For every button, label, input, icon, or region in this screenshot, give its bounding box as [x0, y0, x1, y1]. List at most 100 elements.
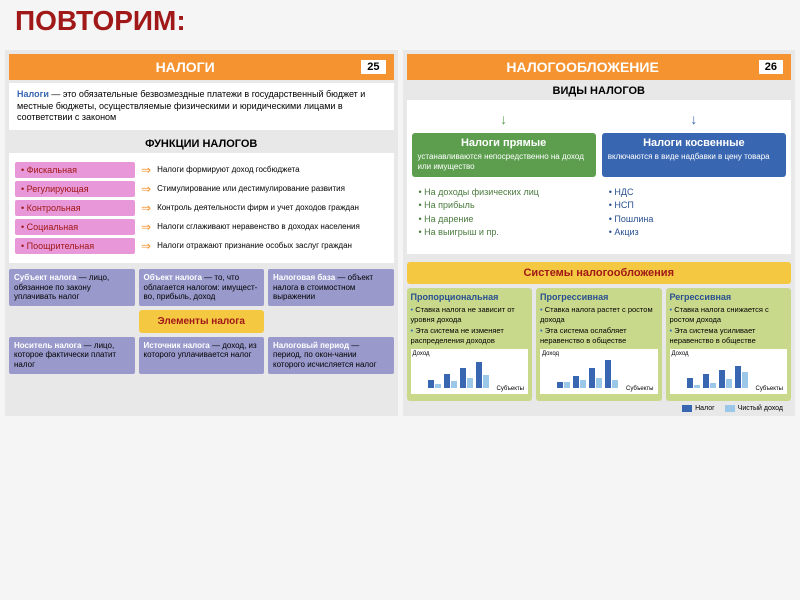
bar-group — [687, 378, 700, 388]
functions-header: ФУНКЦИИ НАЛОГОВ — [9, 133, 394, 153]
function-name: • Поощрительная — [15, 238, 135, 254]
chart-x-label: Субъекты — [756, 386, 783, 392]
bar-tax — [476, 362, 482, 388]
arrows-row: ↓ ↓ — [412, 109, 787, 129]
function-row: • Социальная⇒Налоги сглаживают неравенст… — [15, 219, 388, 235]
system-bullet: Ставка налога не зависит от уровня доход… — [411, 305, 529, 325]
function-row: • Регулирующая⇒Стимулирование или дестим… — [15, 181, 388, 197]
bar-group — [573, 376, 586, 388]
left-header-title: НАЛОГИ — [17, 59, 353, 75]
element-box: Носитель налога — лицо, которое фактичес… — [9, 337, 135, 374]
bar-net — [435, 384, 441, 388]
type-lists-row: • На доходы физических лиц• На прибыль • … — [412, 181, 787, 245]
chart-y-label: Доход — [413, 351, 430, 357]
list-item: • НСП — [609, 199, 779, 213]
system-title: Регрессивная — [670, 292, 788, 302]
bar-group — [444, 374, 457, 388]
chart-y-label: Доход — [542, 351, 559, 357]
chart-bars — [428, 358, 522, 388]
legend-net: Чистый доход — [725, 405, 783, 412]
function-desc: Стимулирование или дестимулирование разв… — [157, 184, 387, 194]
chart-x-label: Субъекты — [626, 386, 653, 392]
bar-group — [589, 368, 602, 388]
system-chart: Доход Субъекты — [540, 349, 658, 394]
arrow-right-icon: ⇒ — [141, 239, 151, 253]
bar-group — [476, 362, 489, 388]
bar-net — [467, 378, 473, 388]
bar-group — [735, 366, 748, 388]
bar-tax — [687, 378, 693, 388]
list-item: • На выигрыш и пр. — [419, 226, 589, 240]
systems-row: Пропорциональная Ставка налога не зависит… — [407, 288, 792, 401]
direct-tax-box: Налоги прямые устанавливаются непосредст… — [412, 133, 596, 177]
bar-net — [726, 379, 732, 388]
arrow-down-icon: ↓ — [602, 109, 786, 129]
bar-net — [596, 378, 602, 388]
bar-tax — [573, 376, 579, 388]
function-desc: Налоги формируют доход госбюджета — [157, 165, 387, 175]
left-panel: НАЛОГИ 25 Налоги — это обязательные безв… — [5, 50, 398, 416]
bar-tax — [589, 368, 595, 388]
indirect-list: • НДС• НСП• Пошлина• Акциз — [602, 181, 786, 245]
function-name: • Контрольная — [15, 200, 135, 216]
right-page-number: 26 — [759, 60, 783, 74]
indirect-title: Налоги косвенные — [608, 137, 780, 149]
bar-net — [694, 385, 700, 388]
system-title: Прогрессивная — [540, 292, 658, 302]
chart-x-label: Субъекты — [497, 386, 524, 392]
legend-swatch-icon — [682, 405, 692, 412]
bar-group — [557, 382, 570, 388]
right-header-title: НАЛОГООБЛОЖЕНИЕ — [415, 59, 751, 75]
types-container: ↓ ↓ Налоги прямые устанавливаются непоср… — [407, 100, 792, 254]
list-item: • Акциз — [609, 226, 779, 240]
function-name: • Фискальная — [15, 162, 135, 178]
page-title: ПОВТОРИМ: — [0, 0, 800, 45]
system-bullet: Ставка налога снижается с ростом дохода — [670, 305, 788, 325]
direct-list: • На доходы физических лиц• На прибыль • … — [412, 181, 596, 245]
main-layout: НАЛОГИ 25 Налоги — это обязательные безв… — [0, 45, 800, 421]
element-box: Налоговая база — объект налога в стоимос… — [268, 269, 394, 306]
system-chart: Доход Субъекты — [670, 349, 788, 394]
system-bullet: Эта система ослабляет неравенство в обще… — [540, 326, 658, 346]
legend-tax: Налог — [682, 405, 715, 412]
bar-tax — [735, 366, 741, 388]
system-title: Пропорциональная — [411, 292, 529, 302]
bar-group — [605, 360, 618, 388]
chart-y-label: Доход — [672, 351, 689, 357]
right-panel: НАЛОГООБЛОЖЕНИЕ 26 ВИДЫ НАЛОГОВ ↓ ↓ Нало… — [403, 50, 796, 416]
arrow-right-icon: ⇒ — [141, 182, 151, 196]
system-box: Пропорциональная Ставка налога не зависит… — [407, 288, 533, 401]
bar-net — [564, 382, 570, 388]
direct-desc: устанавливаются непосредственно на доход… — [418, 152, 590, 173]
function-row: • Поощрительная ⇒ Налоги отражают признани… — [15, 238, 388, 254]
left-header: НАЛОГИ 25 — [9, 54, 394, 80]
arrow-right-icon: ⇒ — [141, 201, 151, 215]
chart-bars — [687, 358, 781, 388]
function-row: • Контрольная⇒Контроль деятельности фирм… — [15, 200, 388, 216]
bar-tax — [444, 374, 450, 388]
list-item: • На прибыль — [419, 199, 589, 213]
bar-tax — [719, 370, 725, 388]
function-name: • Социальная — [15, 219, 135, 235]
left-page-number: 25 — [361, 60, 385, 74]
bar-net — [451, 381, 457, 388]
bar-net — [483, 375, 489, 388]
system-box: Регрессивная Ставка налога снижается с ро… — [666, 288, 792, 401]
bar-tax — [428, 380, 434, 388]
element-box: Источник налога — доход, из которого упл… — [139, 337, 265, 374]
indirect-desc: включаются в виде надбавки в цену товара — [608, 152, 780, 162]
bar-group — [428, 380, 441, 388]
bar-group — [703, 374, 716, 388]
bar-net — [710, 383, 716, 388]
element-box: Субъект налога — лицо, обязанное по зако… — [9, 269, 135, 306]
list-item: • На доходы физических лиц — [419, 186, 589, 200]
system-bullet: Эта система не изменяет распределения до… — [411, 326, 529, 346]
direct-title: Налоги прямые — [418, 137, 590, 149]
bar-tax — [460, 368, 466, 388]
function-row: • Фискальная⇒Налоги формируют доход госб… — [15, 162, 388, 178]
bar-tax — [703, 374, 709, 388]
system-bullet: Ставка налога растет с ростом дохода — [540, 305, 658, 325]
function-desc: Налоги отражают признание особых заслуг … — [157, 241, 387, 251]
elements-grid: Субъект налога — лицо, обязанное по зако… — [9, 269, 394, 374]
element-box: Объект налога — то, что облагается налог… — [139, 269, 265, 306]
